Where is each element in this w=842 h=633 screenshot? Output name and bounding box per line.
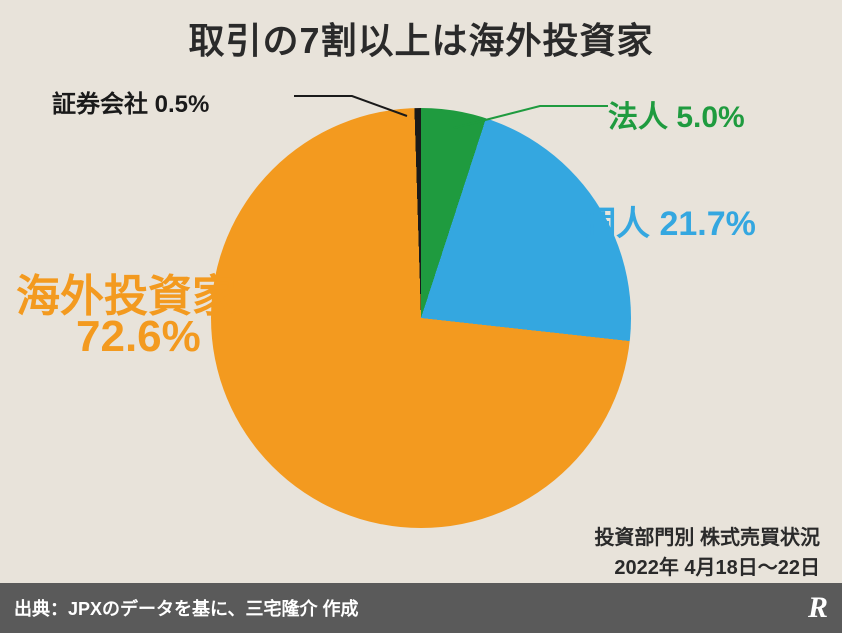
label-kojin: 個人 21.7% (582, 196, 756, 245)
label-shouken: 証券会社 0.5% (52, 84, 209, 119)
chart-title: 取引の7割以上は海外投資家 (0, 0, 842, 64)
pie-chart (211, 108, 631, 528)
footer-bar: 出典：JPXのデータを基に、三宅隆介 作成 R (0, 583, 842, 633)
label-kaigai-pct: 72.6% (76, 312, 201, 362)
chart-subtext: 投資部門別 株式売買状況 2022年 4月18日～22日 (594, 523, 820, 583)
label-houjin: 法人 5.0% (608, 92, 745, 136)
subtext-line1: 投資部門別 株式売買状況 (594, 523, 820, 553)
source-text: 出典：JPXのデータを基に、三宅隆介 作成 (14, 595, 358, 621)
pie-graphic (211, 108, 631, 528)
logo: R (808, 591, 828, 625)
subtext-line2: 2022年 4月18日～22日 (594, 553, 820, 583)
